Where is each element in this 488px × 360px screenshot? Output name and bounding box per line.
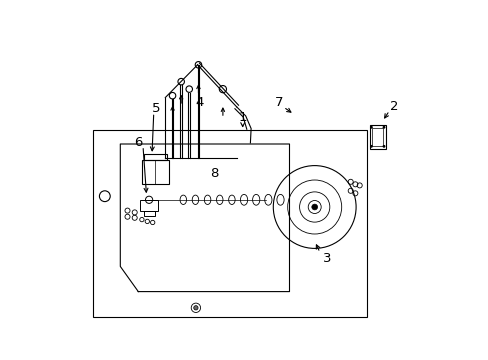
Circle shape: [382, 126, 385, 129]
Text: 2: 2: [389, 100, 397, 113]
Text: 3: 3: [323, 252, 331, 265]
Text: 7: 7: [274, 96, 283, 109]
Text: 5: 5: [152, 102, 160, 114]
Text: 8: 8: [209, 167, 218, 180]
Bar: [369, 125, 385, 149]
Circle shape: [193, 306, 198, 310]
Bar: [143, 154, 167, 160]
Circle shape: [382, 145, 385, 148]
Bar: [93, 130, 366, 317]
Bar: [371, 128, 383, 146]
Text: 4: 4: [195, 96, 203, 109]
Bar: [140, 200, 158, 211]
Text: 6: 6: [134, 136, 142, 149]
Text: 1: 1: [238, 111, 246, 124]
Circle shape: [369, 145, 372, 148]
Circle shape: [369, 126, 372, 129]
Bar: [142, 160, 168, 184]
Circle shape: [311, 204, 317, 210]
Bar: [143, 211, 154, 216]
